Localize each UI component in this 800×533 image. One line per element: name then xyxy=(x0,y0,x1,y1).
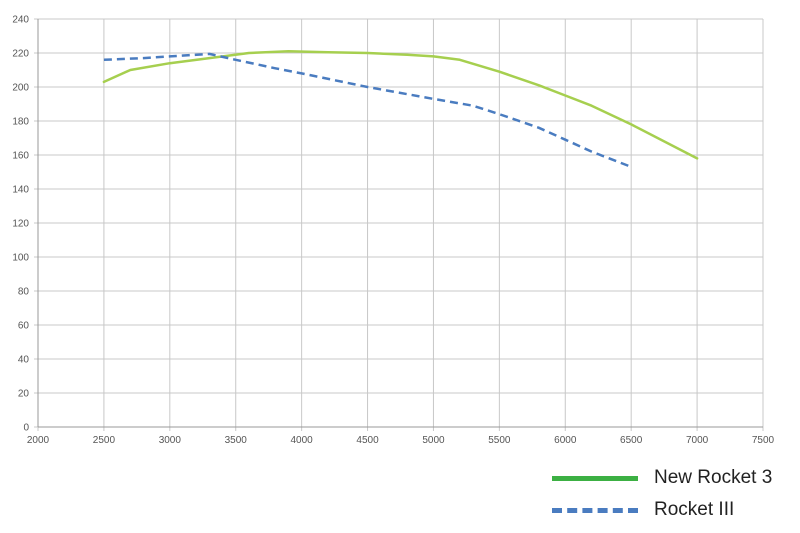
x-axis-ticks: 2000 2500 3000 3500 4000 4500 5000 5500 6000 6500… xyxy=(27,435,775,446)
y-tick-label: 160 xyxy=(12,151,29,162)
x-tick-label: 4500 xyxy=(356,435,379,446)
y-tick-label: 120 xyxy=(12,219,29,230)
y-tick-label: 100 xyxy=(12,253,29,264)
x-tick-label: 2500 xyxy=(93,435,116,446)
y-tick-label: 140 xyxy=(12,185,29,196)
y-tick-label: 0 xyxy=(23,423,29,434)
legend-item-new-rocket-3: New Rocket 3 xyxy=(552,462,772,494)
legend-label: New Rocket 3 xyxy=(654,467,773,488)
legend: New Rocket 3 Rocket III xyxy=(552,462,772,526)
x-tick-label: 6500 xyxy=(620,435,643,446)
legend-swatch-dashed xyxy=(552,507,638,513)
series-line-new-rocket-3 xyxy=(102,50,699,160)
y-tick-label: 240 xyxy=(12,15,29,26)
x-tick-label: 3500 xyxy=(225,435,248,446)
x-tick-label: 7000 xyxy=(686,435,709,446)
x-tick-label: 3000 xyxy=(159,435,182,446)
y-tick-label: 80 xyxy=(18,287,30,298)
legend-label: Rocket III xyxy=(654,499,735,520)
legend-swatch-solid xyxy=(552,475,638,481)
series-line-rocket-iii xyxy=(103,52,632,169)
x-tick-label: 6000 xyxy=(554,435,577,446)
x-tick-label: 5000 xyxy=(422,435,445,446)
x-tick-label: 7500 xyxy=(752,435,775,446)
x-tick-label: 2000 xyxy=(27,435,50,446)
legend-item-rocket-iii: Rocket III xyxy=(552,494,772,526)
x-tick-label: 4000 xyxy=(291,435,314,446)
x-tick-label: 5500 xyxy=(488,435,511,446)
y-axis-ticks: 0 20 40 60 80 100 120 140 160 180 200 220 240 xyxy=(12,15,29,434)
chart-grid xyxy=(34,18,764,431)
y-tick-label: 200 xyxy=(12,83,29,94)
y-tick-label: 60 xyxy=(18,321,30,332)
y-tick-label: 180 xyxy=(12,117,29,128)
series-lines xyxy=(102,50,699,169)
y-tick-label: 220 xyxy=(12,49,29,60)
y-tick-label: 40 xyxy=(18,355,30,366)
y-tick-label: 20 xyxy=(18,389,30,400)
